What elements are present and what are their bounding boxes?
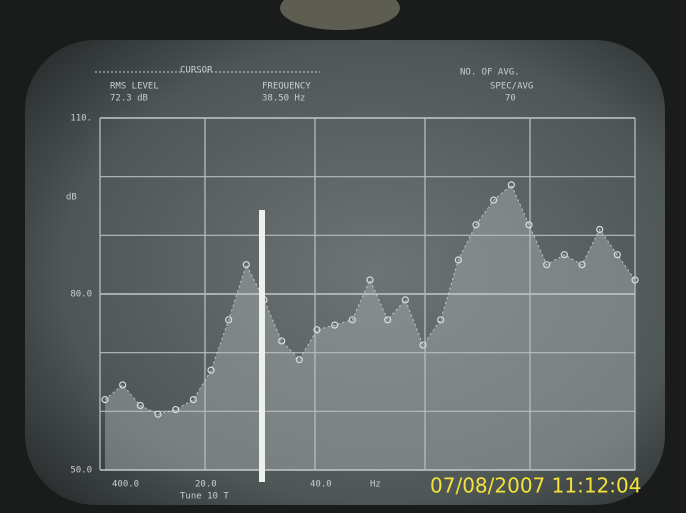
footer-label: Hz <box>370 480 381 490</box>
trace-point <box>384 316 392 324</box>
trace-point <box>525 221 533 229</box>
header-text: 70 <box>505 94 516 104</box>
trace-point <box>437 316 445 324</box>
trace-point <box>613 251 621 259</box>
header-text: 72.3 dB <box>110 94 148 104</box>
trace-point <box>543 261 551 269</box>
cursor-line <box>259 210 265 482</box>
trace-point <box>578 261 586 269</box>
trace-point <box>331 321 339 329</box>
trace-point <box>560 251 568 259</box>
trace-point <box>401 296 409 304</box>
y-tick-label: 110. <box>70 114 92 124</box>
y-tick-label: 50.0 <box>70 466 92 476</box>
trace-point <box>295 356 303 364</box>
trace-point <box>189 396 197 404</box>
header-text: SPEC/AVG <box>490 82 533 92</box>
footer-label: Tune 10 T <box>180 492 229 502</box>
trace-point <box>490 196 498 204</box>
footer-label: 20.0 <box>195 480 217 490</box>
timestamp: 07/08/2007 11:12:04 <box>430 474 641 498</box>
header-text: RMS LEVEL <box>110 82 159 92</box>
trace-point <box>507 181 515 189</box>
trace-point <box>419 341 427 349</box>
trace-point <box>631 276 639 284</box>
trace-point <box>348 316 356 324</box>
footer-label: 40.0 <box>310 480 332 490</box>
y-axis-label: dB <box>66 193 77 203</box>
trace-point <box>596 225 604 234</box>
trace-point <box>366 276 374 284</box>
trace-point <box>172 405 180 414</box>
trace-point <box>472 221 480 229</box>
header-text: 38.50 Hz <box>262 94 305 104</box>
trace-point <box>101 396 109 404</box>
trace-area <box>105 184 635 470</box>
header-text: CURSOR <box>180 66 213 76</box>
trace-point <box>154 410 162 418</box>
trace-point <box>136 401 144 410</box>
trace-point <box>207 366 215 374</box>
header-text: FREQUENCY <box>262 82 311 92</box>
trace-point <box>242 261 250 269</box>
trace-point <box>225 316 233 324</box>
trace-point <box>454 256 462 264</box>
header-text: NO. OF AVG. <box>460 68 520 78</box>
footer-label: 400.0 <box>112 480 139 490</box>
trace-point <box>278 337 286 345</box>
reflection <box>280 0 400 30</box>
trace-line <box>104 184 636 415</box>
trace-point <box>119 381 127 389</box>
y-tick-label: 80.0 <box>70 290 92 300</box>
trace-point <box>313 326 321 334</box>
